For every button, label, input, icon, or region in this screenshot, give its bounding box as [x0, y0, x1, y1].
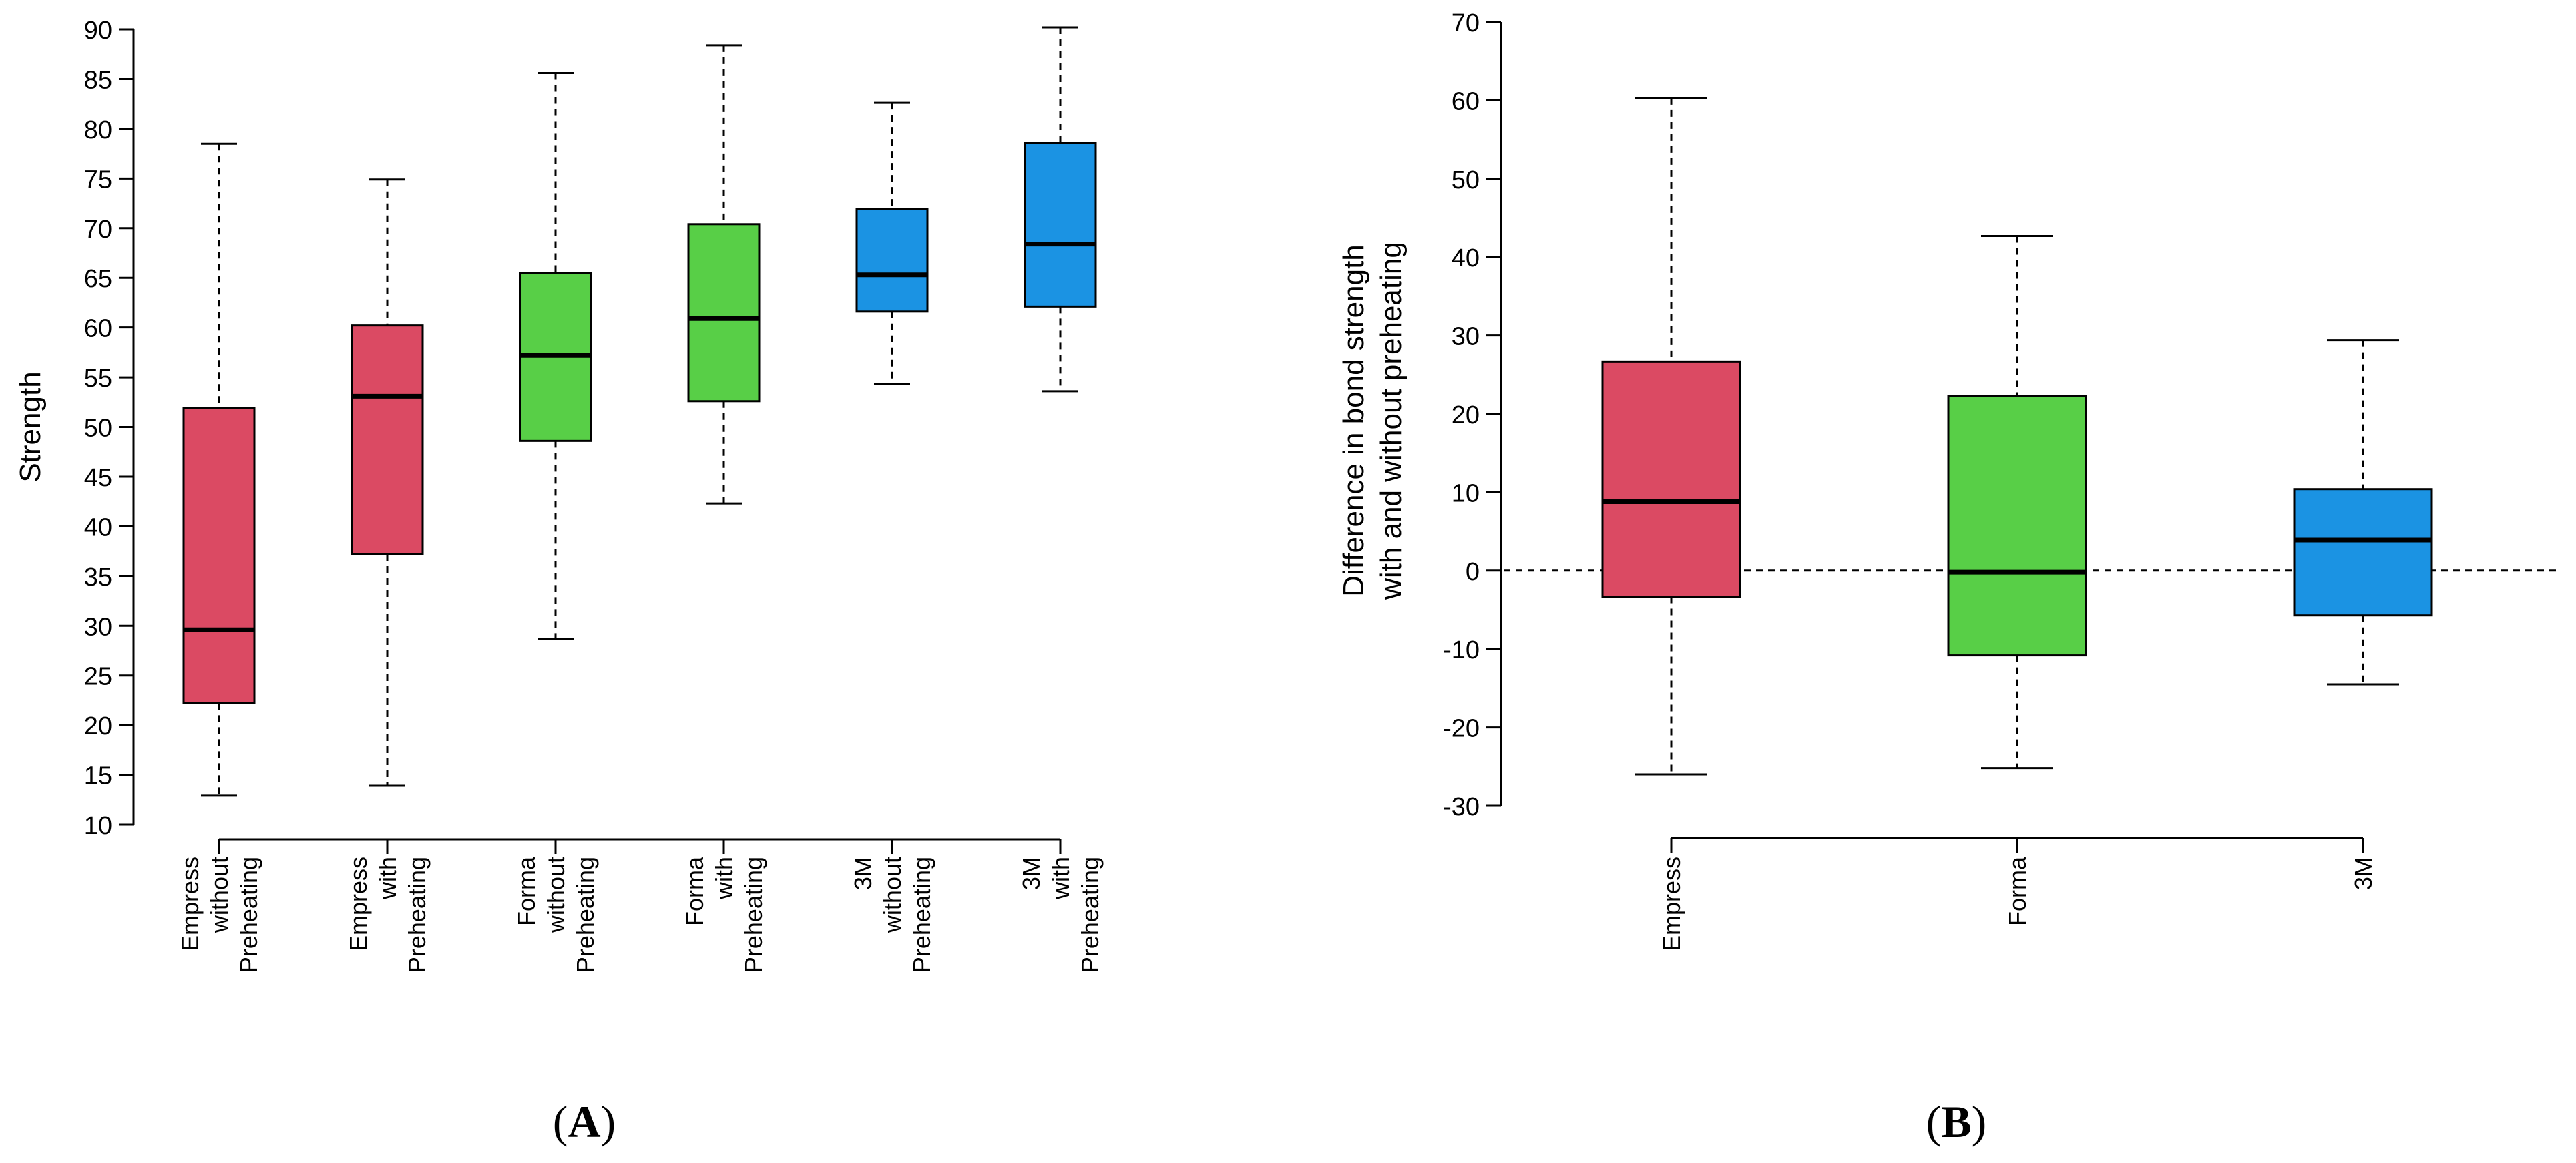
panel-a-x-tick-label: Forma: [681, 856, 708, 926]
panel-a-box-group: [351, 178, 424, 787]
panel-a-x-tick-label: Preheating: [740, 857, 767, 973]
panel-a-x-tick-label: Preheating: [572, 857, 599, 973]
panel-a-x-tick-label: Preheating: [1076, 857, 1104, 973]
panel-a-y-tick-label: 70: [84, 216, 112, 244]
panel-a-box-group: [1024, 26, 1097, 393]
panel-a-y-tick-label: 50: [84, 415, 112, 443]
panel-a-box-iqr: [182, 407, 256, 704]
panel-b-box-iqr: [1947, 395, 2087, 657]
panel-a-box-group: [687, 44, 761, 505]
panel-a-box-group: [182, 142, 256, 797]
panel-a-y-tick-label: 35: [84, 563, 112, 592]
panel-a-box-group: [519, 72, 592, 640]
panel-a-x-tick-label: with: [1047, 857, 1074, 900]
panel-b-y-tick-label: 50: [1452, 166, 1480, 194]
panel-a-y-tick-label: 20: [84, 712, 112, 740]
panel-b-y-tick-label: 60: [1452, 87, 1480, 115]
panel-a-x-tick-label: Forma: [513, 856, 540, 926]
panel-a-x-tick-label: Preheating: [235, 857, 262, 973]
panel-a-y-tick-label: 65: [84, 265, 112, 293]
panel-a-x-tick-label: Empress: [345, 857, 372, 951]
panel-b-box-iqr: [1601, 360, 1741, 598]
panel-b-box-group: [1601, 97, 1741, 776]
panel-b-y-tick-label: 70: [1452, 9, 1480, 37]
panel-a-box-iqr: [1024, 142, 1097, 308]
panel-b-x-tick-label: Forma: [2004, 856, 2031, 926]
panel-b-y-tick-label: -10: [1443, 636, 1480, 664]
panel-a-x-tick-label: with: [374, 857, 401, 900]
panel-a-box-iqr: [351, 324, 424, 555]
panel-b-y-tick-label: 40: [1452, 244, 1480, 272]
panel-b-label: (B): [1926, 1096, 1987, 1147]
panel-a-x-tick-label: without: [542, 857, 570, 933]
panel-b-x-tick-label: 3M: [2350, 857, 2377, 890]
panel-a-boxplot: 10 15 20 25 30 35 40 45 50 55 60 65 70 75 80 85 90 Streng…: [14, 17, 1104, 973]
panel-a-y-tick-label: 15: [84, 762, 112, 790]
panel-a-y-tick-label: 80: [84, 116, 112, 144]
panel-b-y-tick-label: 20: [1452, 401, 1480, 429]
panel-a-x-tick-label: without: [879, 857, 906, 933]
panel-b-y-tick-label: 30: [1452, 323, 1480, 351]
panel-a-y-tick-label: 85: [84, 66, 112, 94]
panel-b-y-axis-label-line: Difference in bond strength: [1337, 244, 1370, 597]
panel-a-x-tick-label: Empress: [176, 857, 204, 951]
panel-a-x-tick-label: Preheating: [403, 857, 431, 973]
panel-a-y-tick-label: 90: [84, 17, 112, 45]
panel-b-y-axis-label-line: with and without preheating: [1375, 242, 1408, 600]
panel-a-y-tick-label: 60: [84, 315, 112, 343]
panel-a-label: (A): [553, 1096, 616, 1147]
panel-b-y-tick-label: 0: [1466, 558, 1480, 586]
panel-a-y-tick-label: 40: [84, 513, 112, 541]
panel-a-x-tick-label: Preheating: [908, 857, 935, 973]
panel-b-box-group: [2293, 339, 2433, 686]
panel-a-box-iqr: [855, 208, 929, 313]
panel-a-box-iqr: [687, 223, 761, 403]
panel-b-box-iqr: [2293, 488, 2433, 617]
panel-a-y-tick-label: 45: [84, 464, 112, 492]
panel-a-y-tick-label: 75: [84, 166, 112, 194]
panel-b-y-tick-label: -30: [1443, 793, 1480, 821]
panel-a-y-axis-label: Strength: [14, 371, 47, 482]
panel-a-x-tick-label: 3M: [1018, 857, 1045, 890]
panel-a-box-group: [855, 101, 929, 385]
panel-b-box-group: [1947, 235, 2087, 770]
panel-b-y-tick-label: 10: [1452, 479, 1480, 507]
panel-a-y-tick-label: 25: [84, 663, 112, 691]
panel-a-y-tick-label: 10: [84, 812, 112, 840]
panel-b-y-tick-label: -20: [1443, 715, 1480, 743]
panel-a-y-tick-label: 30: [84, 613, 112, 641]
panel-b-x-tick-label: Empress: [1658, 857, 1685, 951]
panel-a-y-tick-label: 55: [84, 365, 112, 393]
panel-a-x-tick-label: with: [710, 857, 738, 900]
panel-a-x-tick-label: 3M: [849, 857, 877, 890]
panel-b-boxplot: -30 -20 -10 0 10 20 30 40 50 60 70 Difference in bo…: [1337, 9, 2561, 951]
panel-a-x-tick-label: without: [206, 857, 233, 933]
